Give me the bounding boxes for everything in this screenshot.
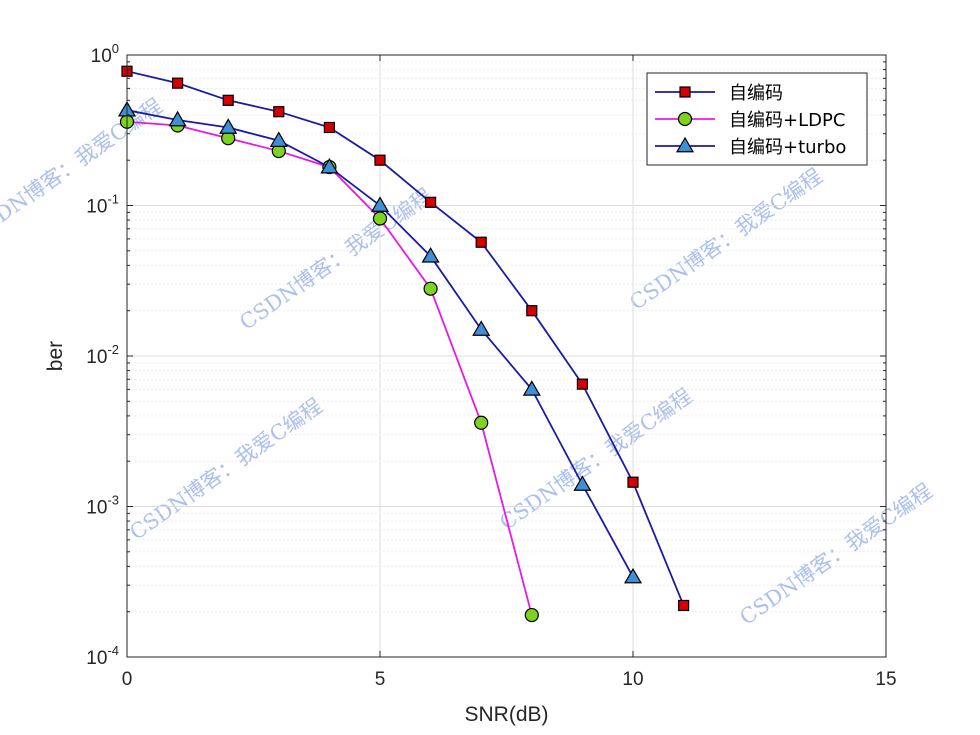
y-tick-label: 10-3	[86, 493, 119, 519]
data-point-square	[526, 305, 538, 317]
series-layer	[117, 65, 690, 623]
watermark-layer: CSDN博客：我爱C编程 CSDN博客：我爱C编程 CSDN博客：我爱C编程 CSDN…	[0, 94, 937, 630]
legend-label: 自编码+LDPC	[729, 110, 845, 131]
data-point-square	[172, 77, 184, 89]
data-point-square	[627, 476, 639, 488]
data-point-triangle	[219, 118, 238, 134]
data-point-square	[677, 599, 690, 612]
data-point-circle	[677, 111, 693, 127]
data-point-triangle	[472, 320, 491, 336]
y-tick-label: 10-2	[86, 342, 119, 368]
data-point-square	[679, 86, 691, 98]
data-point-square	[273, 106, 285, 118]
legend-label: 自编码	[729, 83, 783, 104]
legend-label: 自编码+turbo	[729, 137, 846, 158]
watermark-text: CSDN博客：我爱C编程	[235, 184, 436, 335]
y-tick-label: 10-4	[86, 643, 119, 669]
data-point-triangle	[522, 380, 541, 396]
axis-ticks: 0 5 10 15 100 10-1 10-2 10-3 10-4	[86, 41, 896, 690]
watermark-text: CSDN博客：我爱C编程	[125, 394, 326, 545]
data-point-triangle	[421, 247, 440, 263]
data-point-triangle	[573, 475, 592, 491]
data-point-triangle	[269, 131, 288, 147]
x-tick-label: 10	[622, 669, 643, 690]
data-point-circle	[474, 415, 489, 430]
legend-entry-1: 自编码	[655, 83, 783, 104]
data-point-triangle	[168, 110, 187, 127]
x-tick-label: 5	[375, 669, 386, 690]
data-point-triangle	[675, 136, 695, 153]
series-2	[119, 114, 539, 623]
data-point-circle	[372, 211, 388, 226]
legend-entry-2: 自编码+LDPC	[655, 110, 845, 131]
y-axis-label: ber	[44, 341, 67, 371]
data-point-square	[374, 154, 386, 166]
watermark-text: CSDN博客：我爱C编程	[495, 384, 696, 535]
data-point-circle	[423, 281, 438, 296]
y-tick-label: 10-1	[86, 192, 119, 218]
data-point-square	[425, 196, 437, 208]
data-point-square	[323, 121, 335, 134]
series-line	[126, 70, 685, 606]
x-tick-label: 0	[122, 669, 133, 690]
data-point-triangle	[320, 157, 339, 174]
legend-entry-3: 自编码+turbo	[655, 136, 846, 158]
data-point-triangle	[370, 196, 390, 212]
series-1	[121, 65, 690, 612]
data-point-square	[576, 378, 589, 390]
x-tick-label: 15	[875, 669, 896, 690]
y-tick-label: 100	[91, 41, 119, 67]
data-point-triangle	[623, 567, 643, 584]
watermark-text: CSDN博客：我爱C编程	[0, 94, 167, 245]
data-point-square	[475, 236, 487, 248]
data-point-circle	[524, 607, 539, 623]
series-line	[126, 120, 533, 616]
x-axis-label: SNR(dB)	[464, 703, 548, 726]
data-point-square	[222, 94, 234, 106]
watermark-text: CSDN博客：我爱C编程	[735, 479, 936, 630]
